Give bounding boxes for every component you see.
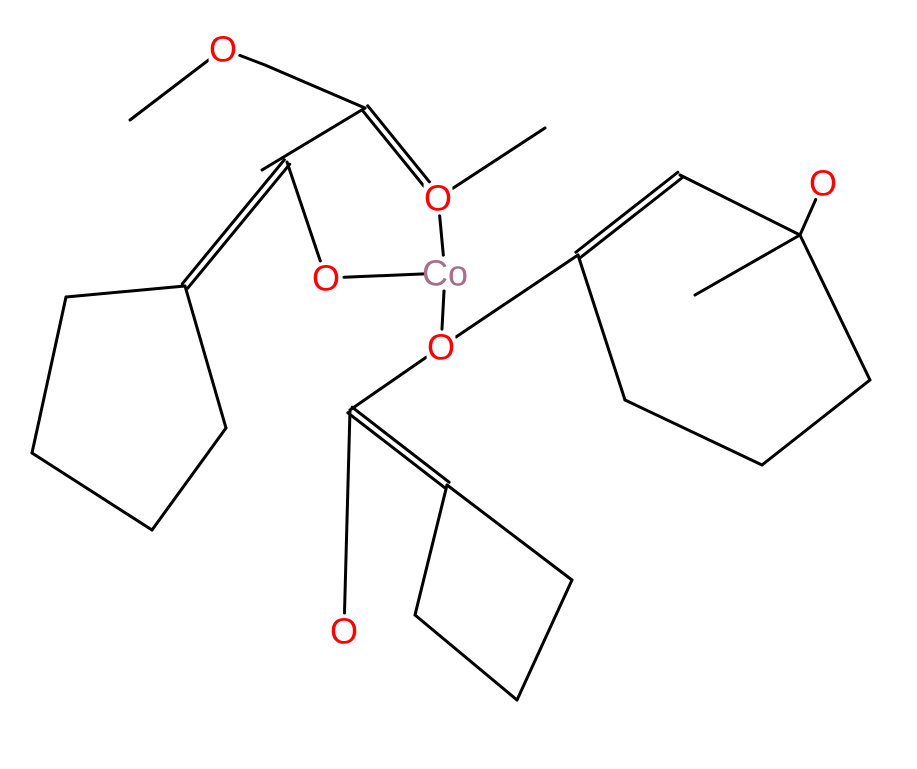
bond-line [344,410,350,613]
bond-line [517,580,572,700]
bond-line [188,164,290,288]
bond-line [352,407,449,482]
bond-line [265,65,365,108]
bond-line [344,274,427,277]
bond-line [580,178,682,258]
bond-line [32,453,152,530]
bond-line [240,55,265,65]
atom-label-O_center_l: O [312,258,340,299]
bond-line [185,286,226,428]
bond-line [287,162,320,261]
atom-label-O_bottom: O [330,611,358,652]
bond-line [625,400,762,465]
bond-line [440,216,444,255]
bond-line [368,106,430,182]
bond-line [576,172,678,252]
atom-label-O_top: O [209,29,237,70]
atom-label-O_center_dr: O [427,327,455,368]
bond-line [800,199,816,235]
bond-line [447,485,572,580]
bond-line [350,357,426,410]
bond-line [348,413,445,488]
atom-layer: O O O O O O Co [209,29,838,652]
bond-line [680,175,800,235]
bond-line [66,286,185,297]
atom-label-O_center_ul: O [424,178,452,219]
bond-line [415,485,447,615]
bond-line [695,235,800,295]
bond-line [130,60,209,120]
bond-line [152,428,226,530]
bond-line [456,255,578,337]
bond-line [32,297,66,453]
atom-label-O_right: O [809,163,837,204]
bond-line [362,110,424,186]
bond-line [578,255,625,400]
bond-line [415,615,517,700]
bond-layer [32,55,870,700]
bond-line [262,108,365,170]
atom-label-Co: Co [422,253,468,294]
bond-line [800,235,870,380]
bond-line [182,160,284,284]
molecule-canvas: O O O O O O Co [0,0,917,769]
bond-line [442,291,444,329]
bond-line [762,380,870,465]
bond-line [453,128,545,188]
